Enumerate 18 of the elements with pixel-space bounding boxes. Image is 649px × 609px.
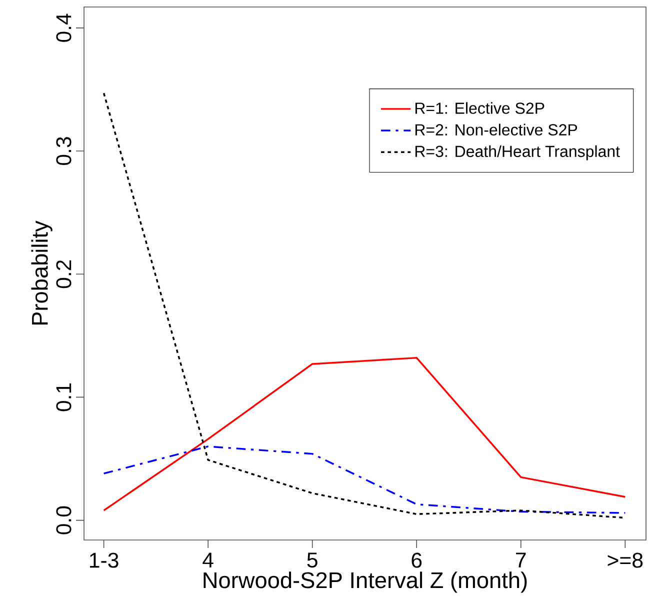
y-axis-title: Probability — [31, 220, 52, 325]
x-tick-label: >=8 — [608, 552, 643, 568]
y-tick-label: 0.0 — [56, 506, 72, 534]
y-tick-label: 0.1 — [56, 383, 72, 412]
line-series — [102, 356, 626, 512]
x-tick-label: 4 — [202, 552, 214, 568]
x-tick-label: 6 — [412, 552, 422, 568]
legend-label: R=3: Death/Heart Transplant — [415, 145, 620, 160]
x-tick-label: 7 — [516, 552, 526, 568]
x-tick-label: 1-3 — [90, 552, 118, 568]
y-tick-label: 0.3 — [56, 137, 72, 166]
x-tick-label: 5 — [307, 552, 318, 568]
legend-label: R=1: Elective S2P — [415, 102, 544, 114]
line-series — [102, 446, 626, 514]
x-axis-title: Norwood-S2P Interval Z (month) — [204, 572, 527, 593]
legend-label: R=2: Non-elective S2P — [415, 124, 578, 136]
y-tick-label: 0.2 — [56, 260, 72, 288]
y-tick-label: 0.4 — [56, 14, 72, 42]
